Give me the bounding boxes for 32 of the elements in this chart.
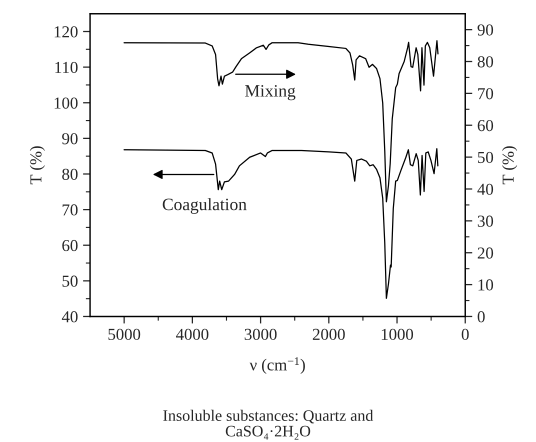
annotation: Mixing <box>245 85 296 100</box>
annotation: Coagulation <box>162 198 247 214</box>
y-axis-title: T (%) <box>30 146 45 184</box>
y-tick-label: 50 <box>62 276 78 287</box>
y-tick-label: 110 <box>55 62 78 74</box>
y-tick-label: 120 <box>54 26 78 38</box>
y-tick-label: 90 <box>62 133 78 144</box>
x-axis-title: ν (cm$^{−1}$) <box>250 357 305 374</box>
y2-tick-label: 60 <box>478 120 494 132</box>
x-tick-label: 4000 <box>176 328 208 340</box>
x-tick-label: 5000 <box>108 328 140 340</box>
y2-tick-label: 30 <box>478 216 494 227</box>
y2-tick-label: 50 <box>478 152 494 164</box>
text: Insoluble substances: Quartz and CaSO₄·2H₂O <box>163 410 374 440</box>
x-tick-label: 0 <box>462 328 469 340</box>
y-tick-label: 60 <box>62 240 78 252</box>
y-tick-label: 70 <box>62 204 78 216</box>
y-tick-label: 100 <box>54 97 78 109</box>
x-tick-label: 1000 <box>382 328 414 340</box>
y-tick-label: 80 <box>62 168 78 180</box>
y2-tick-label: 40 <box>477 184 494 195</box>
y2-tick-label: 0 <box>478 311 485 322</box>
y2-tick-label: 20 <box>478 247 494 259</box>
x-tick-label: 2000 <box>312 328 345 340</box>
x-tick-label: 3000 <box>244 328 277 340</box>
y-tick-label: 40 <box>62 311 78 322</box>
y2-axis-title: T (%) <box>502 146 518 184</box>
line-series <box>124 148 438 299</box>
y2-tick-label: 80 <box>478 56 494 68</box>
y2-tick-label: 90 <box>478 24 494 36</box>
y2-tick-label: 10 <box>478 279 494 291</box>
y2-tick-label: 70 <box>478 88 494 100</box>
